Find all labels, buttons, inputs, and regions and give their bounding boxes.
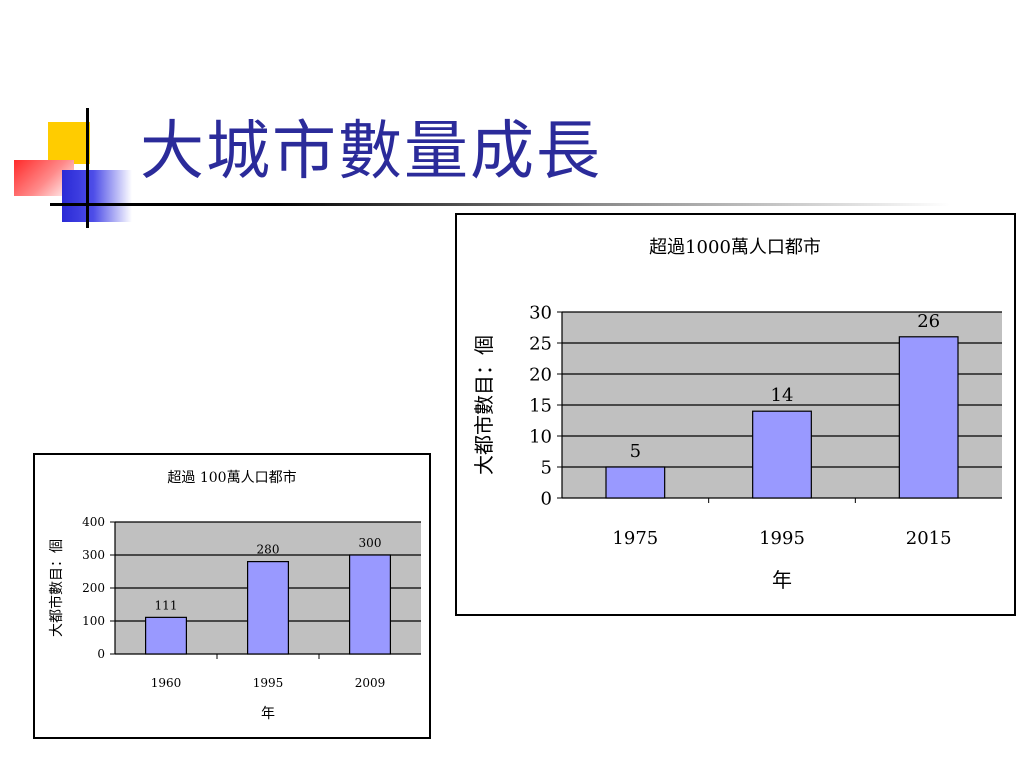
chart-small-bar — [247, 560, 290, 655]
chart-large-x-tick-label: 1995 — [759, 528, 805, 549]
chart-large-data-label: 26 — [917, 311, 940, 332]
decor-blue-square — [62, 170, 132, 222]
chart-large-y-tick-label: 25 — [529, 333, 552, 354]
chart-small-bar — [349, 554, 392, 655]
chart-large-y-tick-label: 10 — [529, 426, 552, 447]
chart-small-x-label: 年 — [261, 706, 275, 722]
chart-small-svg: 超過 100萬人口都市 0 100 200 300 400 111 1960 280 1995 30… — [48, 469, 421, 722]
chart-small-title: 超過 100萬人口都市 — [167, 469, 296, 486]
chart-small-y-tick-label: 400 — [82, 515, 105, 529]
chart-small-data-label: 111 — [155, 598, 178, 612]
chart-large-x-tick-label: 2015 — [906, 528, 952, 549]
slide-title: 大城市數量成長 — [140, 115, 602, 189]
chart-large: 超過1000萬人口都市 0 5 10 15 20 25 30 5 1975 14 1995 26 2015… — [455, 213, 1016, 616]
chart-small-data-label: 280 — [257, 543, 280, 557]
chart-small-y-tick-label: 0 — [97, 647, 105, 661]
chart-large-bar — [752, 410, 812, 499]
chart-large-y-tick-label: 15 — [529, 395, 552, 416]
chart-small-y-tick-label: 100 — [82, 614, 105, 628]
chart-large-bar — [605, 466, 666, 499]
chart-large-title: 超過1000萬人口都市 — [649, 237, 821, 258]
chart-small-y-tick-label: 300 — [82, 548, 105, 562]
chart-large-y-tick-label: 5 — [541, 457, 552, 478]
chart-large-bar — [898, 336, 959, 499]
chart-small: 超過 100萬人口都市 0 100 200 300 400 111 1960 280 1995 30… — [33, 453, 431, 739]
chart-large-y-tick-label: 30 — [529, 302, 552, 323]
chart-large-y-label: 大都市數目：個 — [472, 335, 496, 475]
chart-large-svg: 超過1000萬人口都市 0 5 10 15 20 25 30 5 1975 14 1995 26 2015… — [472, 237, 1002, 592]
decor-vertical-line — [86, 108, 89, 228]
title-underline — [50, 203, 950, 206]
chart-small-y-label: 大都市數目：個 — [48, 539, 65, 637]
chart-large-data-label: 14 — [771, 385, 794, 406]
chart-large-y-tick-label: 0 — [541, 488, 552, 509]
chart-small-x-tick-label: 2009 — [355, 676, 386, 690]
chart-large-x-tick-label: 1975 — [612, 528, 658, 549]
decor-yellow-square — [48, 122, 90, 164]
chart-large-y-tick-label: 20 — [529, 364, 552, 385]
chart-small-x-tick-label: 1995 — [253, 676, 284, 690]
chart-small-y-tick-label: 200 — [82, 581, 105, 595]
chart-small-x-tick-label: 1960 — [151, 676, 182, 690]
chart-small-data-label: 300 — [359, 536, 382, 550]
chart-large-x-label: 年 — [772, 568, 792, 592]
chart-small-bar — [144, 616, 187, 655]
chart-large-data-label: 5 — [630, 441, 641, 462]
